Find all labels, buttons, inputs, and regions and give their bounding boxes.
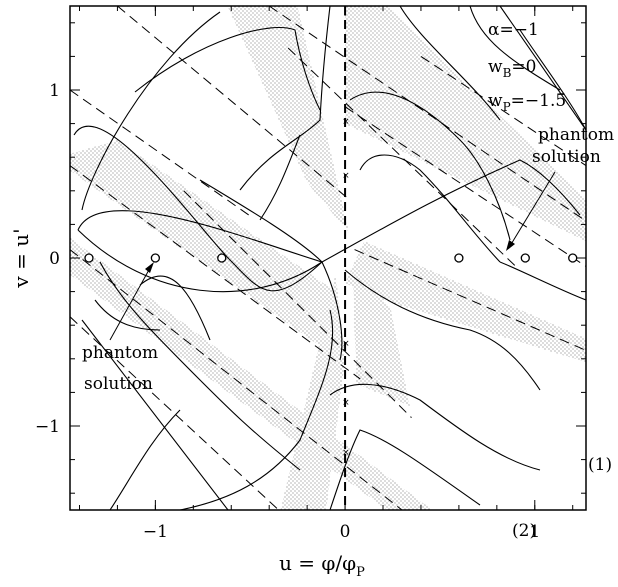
dashed-asymptote: [344, 106, 586, 267]
annotation-right-arrow: [509, 171, 556, 247]
trajectory-curve: [519, 29, 586, 131]
separatrix-marker: ×: [342, 339, 350, 349]
trajectory-curve: [349, 91, 511, 241]
shaded-band: [280, 274, 346, 510]
annotation-right-line2: solution: [532, 147, 601, 167]
x-tick-label: 0: [340, 522, 351, 542]
trajectory-curve: [259, 134, 301, 221]
trajectory-curve: [329, 429, 481, 510]
y-tick-label: −1: [35, 417, 60, 437]
dashed-asymptote: [70, 249, 403, 510]
annotation-left-arrowhead: [145, 262, 154, 273]
param-wb: wB=0: [488, 57, 536, 80]
trajectory-curve: [99, 261, 301, 471]
dashed-asymptote: [354, 249, 586, 351]
trajectory-curve: [344, 269, 541, 391]
annotation-left-line1: phantom: [82, 343, 158, 363]
fixed-point: [454, 253, 464, 263]
param-wp: wP=−1.5̄: [488, 91, 566, 114]
parameter-legend: α=−1 wB=0 wP=−1.5̄: [488, 20, 566, 114]
fixed-point: [568, 253, 578, 263]
x-axis-title: u = φ/φP: [279, 551, 365, 580]
x-tick-label: −1: [143, 522, 168, 542]
trajectory-curve: [94, 299, 161, 331]
trajectory-curve: [499, 261, 586, 301]
y-tick-label: 0: [49, 249, 60, 269]
annotation-left: phantom solution: [82, 262, 158, 394]
trajectory-line: [81, 319, 229, 510]
fixed-point: [84, 253, 94, 263]
fixed-point: [520, 253, 530, 263]
trajectory-curve: [399, 6, 501, 121]
separatrix-marker: ×: [342, 117, 350, 127]
shaded-band: [227, 6, 349, 233]
trajectory-curve: [321, 261, 343, 361]
fixed-point: [217, 253, 227, 263]
trajectory-curve: [321, 159, 581, 263]
separatrix-marker: ×: [342, 171, 350, 181]
fixed-point: [150, 253, 161, 263]
trajectory-curve: [359, 154, 501, 263]
y-tick-label: 1: [49, 81, 60, 101]
annotation-left-line2: solution: [84, 374, 153, 394]
trajectory-curve: [139, 275, 211, 341]
shaded-band: [345, 6, 586, 242]
trajectory-curve: [239, 6, 331, 191]
trajectory-curve: [109, 409, 181, 510]
annotation-right-arrowhead: [506, 240, 515, 251]
y-axis-title: v = u': [9, 228, 33, 288]
dashed-asymptote: [183, 190, 412, 418]
param-alpha: α=−1: [488, 20, 539, 40]
dashed-asymptote: [70, 89, 251, 217]
annotation-left-arrow: [109, 267, 151, 341]
trajectory-curve: [329, 383, 541, 471]
shaded-band: [70, 237, 433, 510]
dashed-asymptote: [287, 47, 517, 267]
trajectory-curve: [469, 6, 561, 91]
dashed-asymptote: [117, 6, 350, 200]
x-tick-label: 1: [529, 522, 540, 542]
annotation-right: phantom solution: [506, 125, 614, 251]
trajectory-curve: [179, 309, 334, 510]
shaded-band: [70, 140, 336, 351]
trajectory-curve: [199, 179, 323, 263]
margin-label-1: (1): [588, 455, 612, 475]
margin-label-2: (2): [512, 521, 536, 541]
trajectory-line: [499, 6, 586, 131]
annotation-right-line1: phantom: [538, 125, 614, 145]
trajectory-curve: [73, 125, 323, 292]
dashed-asymptote: [70, 165, 361, 380]
trajectory-curve: [81, 11, 221, 211]
separatrix-marker: ×: [342, 448, 350, 458]
dashed-asymptote: [420, 55, 586, 167]
trajectory-curve: [134, 27, 321, 111]
separatrix-marker: ×: [342, 398, 350, 408]
